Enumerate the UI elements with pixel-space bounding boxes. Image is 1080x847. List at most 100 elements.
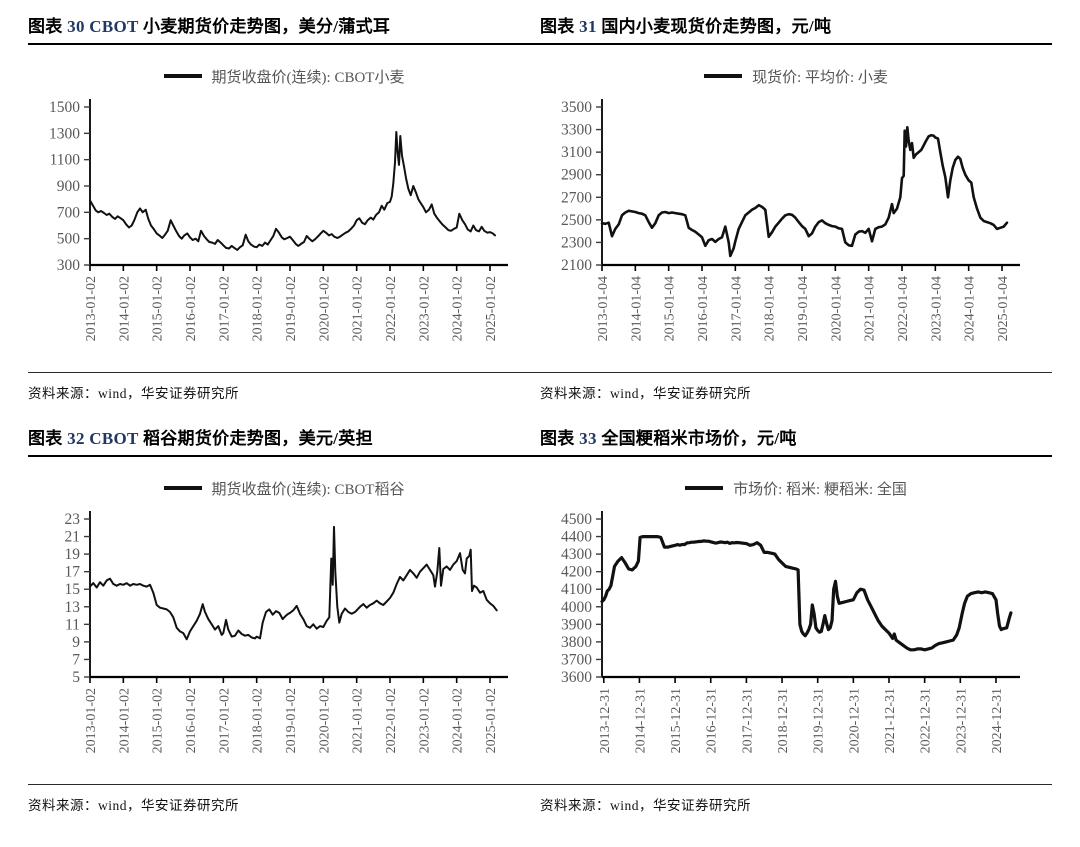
svg-text:4300: 4300	[561, 546, 592, 563]
chart-title: 图表 32 CBOT 稻谷期货价走势图，美元/英担	[28, 424, 540, 457]
svg-text:23: 23	[65, 511, 81, 528]
legend-label: 期货收盘价(连续): CBOT小麦	[211, 69, 405, 86]
svg-text:2013-01-02: 2013-01-02	[84, 688, 99, 753]
svg-text:1500: 1500	[49, 99, 80, 116]
svg-text:4500: 4500	[561, 511, 592, 528]
legend: 期货收盘价(连续): CBOT小麦	[28, 65, 540, 87]
svg-text:4000: 4000	[561, 599, 592, 616]
chart-panel-domestic-wheat-spot: 图表 31 国内小麦现货价走势图，元/吨 现货价: 平均价: 小麦 2100 23…	[540, 12, 1052, 402]
svg-text:2013-01-04: 2013-01-04	[596, 276, 611, 341]
svg-text:2022-01-02: 2022-01-02	[384, 688, 399, 753]
line-chart-japonica-rice-market: 3600370038003900400041004200430044004500…	[561, 511, 1020, 753]
svg-text:2016-01-02: 2016-01-02	[184, 276, 199, 341]
svg-text:700: 700	[57, 204, 81, 221]
svg-text:2020-01-04: 2020-01-04	[829, 276, 844, 341]
source-note: 资料来源：wind，华安证券研究所	[540, 784, 1052, 814]
svg-text:2024-01-04: 2024-01-04	[963, 276, 978, 341]
legend-line-swatch	[163, 486, 202, 490]
svg-text:2900: 2900	[561, 167, 592, 184]
chart-panel-japonica-rice-market: 图表 33 全国粳稻米市场价，元/吨 市场价: 稻米: 粳稻米: 全国 3600…	[540, 424, 1052, 814]
svg-text:2013-12-31: 2013-12-31	[598, 688, 613, 753]
svg-text:2017-01-02: 2017-01-02	[217, 276, 232, 341]
chart-title-number: 31	[579, 17, 597, 36]
svg-text:3600: 3600	[561, 669, 592, 686]
svg-text:2015-01-02: 2015-01-02	[151, 276, 166, 341]
svg-text:900: 900	[57, 178, 81, 195]
svg-text:21: 21	[65, 529, 81, 546]
svg-text:2020-01-02: 2020-01-02	[317, 276, 332, 341]
svg-text:2016-01-02: 2016-01-02	[184, 688, 199, 753]
svg-text:11: 11	[65, 616, 80, 633]
chart-title-text: 国内小麦现货价走势图，元/吨	[596, 17, 832, 36]
svg-text:2017-01-04: 2017-01-04	[729, 276, 744, 341]
chart-title: 图表 31 国内小麦现货价走势图，元/吨	[540, 12, 1052, 45]
source-note: 资料来源：wind，华安证券研究所	[28, 372, 540, 402]
svg-text:2025-01-02: 2025-01-02	[484, 276, 499, 341]
svg-text:2017-01-02: 2017-01-02	[217, 688, 232, 753]
svg-text:2014-01-04: 2014-01-04	[629, 276, 644, 341]
svg-text:2018-12-31: 2018-12-31	[776, 688, 791, 753]
svg-text:2022-01-04: 2022-01-04	[896, 276, 911, 341]
svg-text:17: 17	[65, 564, 81, 581]
line-chart-domestic-wheat-spot: 2100 2300 2500 2700 2900 3100 3300 3500 2013-01-…	[561, 99, 1020, 341]
legend-line-swatch	[163, 74, 202, 78]
svg-text:15: 15	[65, 581, 81, 598]
svg-text:2025-01-02: 2025-01-02	[484, 688, 499, 753]
legend-line-swatch	[685, 486, 724, 490]
svg-text:1300: 1300	[49, 125, 80, 142]
svg-text:2013-01-02: 2013-01-02	[84, 276, 99, 341]
legend: 市场价: 稻米: 粳稻米: 全国	[540, 477, 1052, 499]
svg-text:2014-12-31: 2014-12-31	[633, 688, 648, 753]
svg-text:2019-01-02: 2019-01-02	[284, 688, 299, 753]
svg-text:2023-01-02: 2023-01-02	[417, 276, 432, 341]
chart-title-text: 全国粳稻米市场价，元/吨	[596, 429, 797, 448]
svg-text:2023-12-31: 2023-12-31	[954, 688, 969, 753]
svg-text:300: 300	[57, 257, 81, 274]
svg-text:2015-12-31: 2015-12-31	[669, 688, 684, 753]
svg-text:2015-01-02: 2015-01-02	[151, 688, 166, 753]
svg-text:4100: 4100	[561, 581, 592, 598]
svg-text:3100: 3100	[561, 144, 592, 161]
svg-text:7: 7	[72, 651, 80, 668]
svg-text:2024-01-02: 2024-01-02	[451, 688, 466, 753]
svg-text:5: 5	[72, 669, 80, 686]
svg-text:1100: 1100	[50, 152, 81, 169]
legend-label: 期货收盘价(连续): CBOT稻谷	[211, 481, 405, 498]
svg-text:2100: 2100	[561, 257, 592, 274]
svg-text:2024-12-31: 2024-12-31	[990, 688, 1005, 753]
chart-title-prefix: 图表	[540, 429, 580, 448]
svg-text:2018-01-04: 2018-01-04	[763, 276, 778, 341]
svg-text:2019-01-04: 2019-01-04	[796, 276, 811, 341]
legend-line-swatch	[704, 74, 743, 78]
chart-title-text: 小麦期货价走势图，美分/蒲式耳	[138, 17, 391, 36]
svg-text:2023-01-04: 2023-01-04	[929, 276, 944, 341]
chart-title-number: 30 CBOT	[67, 17, 139, 36]
legend-label: 市场价: 稻米: 粳稻米: 全国	[733, 481, 907, 498]
svg-text:2014-01-02: 2014-01-02	[117, 688, 132, 753]
svg-text:2023-01-02: 2023-01-02	[417, 688, 432, 753]
svg-text:3700: 3700	[561, 651, 592, 668]
svg-text:9: 9	[72, 634, 80, 651]
svg-text:4400: 4400	[561, 529, 592, 546]
svg-text:2700: 2700	[561, 189, 592, 206]
svg-text:3300: 3300	[561, 122, 592, 139]
svg-text:2015-01-04: 2015-01-04	[663, 276, 678, 341]
chart-title-prefix: 图表	[540, 17, 580, 36]
svg-text:2018-01-02: 2018-01-02	[251, 276, 266, 341]
svg-text:2025-01-04: 2025-01-04	[996, 276, 1011, 341]
svg-text:2020-12-31: 2020-12-31	[847, 688, 862, 753]
svg-text:2018-01-02: 2018-01-02	[251, 688, 266, 753]
svg-text:2021-01-02: 2021-01-02	[351, 688, 366, 753]
source-note: 资料来源：wind，华安证券研究所	[540, 372, 1052, 402]
svg-text:3900: 3900	[561, 616, 592, 633]
chart-title: 图表 30 CBOT 小麦期货价走势图，美分/蒲式耳	[28, 12, 540, 45]
svg-text:2021-01-04: 2021-01-04	[863, 276, 878, 341]
svg-text:2021-12-31: 2021-12-31	[883, 688, 898, 753]
svg-text:4200: 4200	[561, 564, 592, 581]
svg-text:2022-01-02: 2022-01-02	[384, 276, 399, 341]
svg-text:2024-01-02: 2024-01-02	[451, 276, 466, 341]
svg-text:3800: 3800	[561, 634, 592, 651]
chart-title-prefix: 图表	[28, 429, 68, 448]
svg-text:2300: 2300	[561, 234, 592, 251]
